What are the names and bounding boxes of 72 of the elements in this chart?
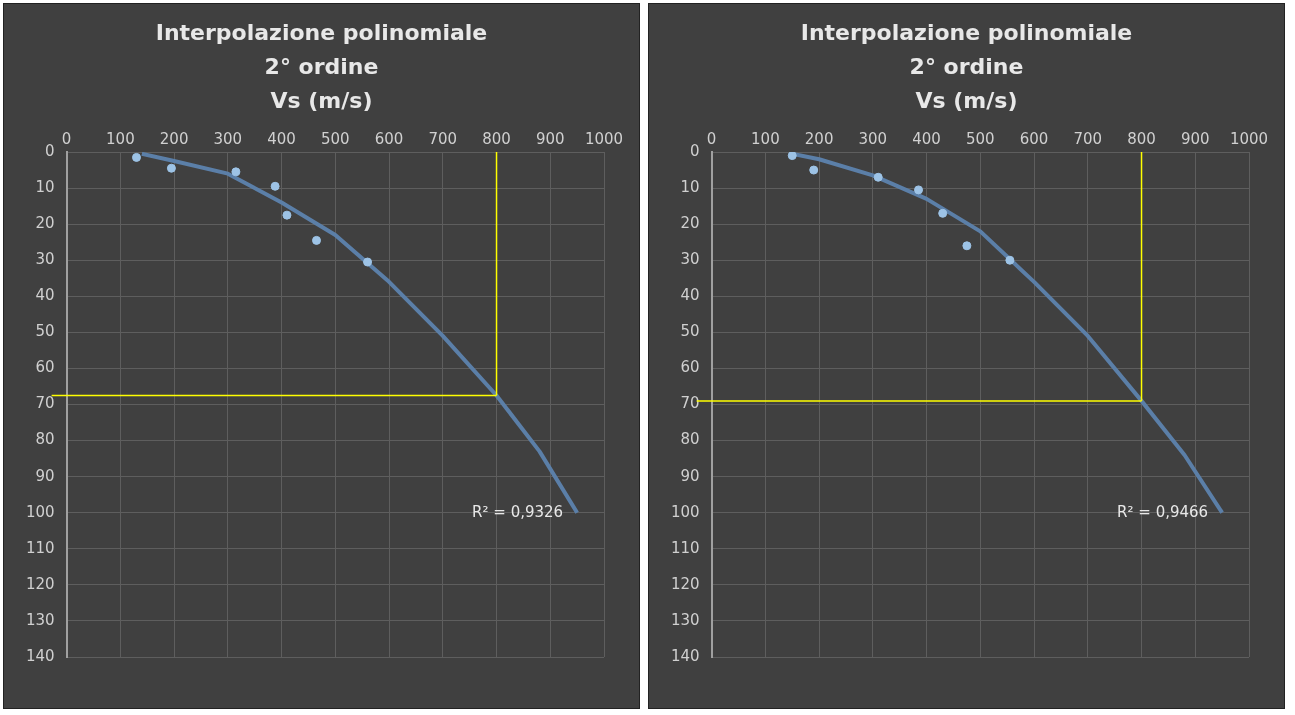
point <box>363 257 373 267</box>
y-tick-label: 80 <box>680 430 700 449</box>
y-tick-label: 100 <box>670 502 700 521</box>
point <box>166 163 176 173</box>
y-tick-label: 50 <box>680 322 700 341</box>
y-tick-label: 20 <box>35 214 55 233</box>
point <box>270 181 280 191</box>
x-tick-label: 200 <box>159 129 189 148</box>
chart-subtitle: Vs (m/s) <box>914 87 1019 115</box>
y-tick-label: 0 <box>45 141 55 160</box>
y-tick-label: 40 <box>680 286 700 305</box>
y-tick-label: 40 <box>35 286 55 305</box>
x-tick-label: 100 <box>106 129 135 148</box>
y-tick-label: 60 <box>680 358 700 377</box>
x-tick-label: 400 <box>267 129 296 148</box>
y-tick-label: 50 <box>35 322 55 341</box>
x-tick-label: 400 <box>912 129 941 148</box>
point <box>312 235 322 245</box>
y-tick-label: 60 <box>35 358 55 377</box>
x-tick-label: 800 <box>1127 129 1156 148</box>
point <box>873 172 883 182</box>
chart-title: Interpolazione polinomiale 2° ordine <box>154 19 489 81</box>
x-tick-label: 700 <box>1073 129 1103 148</box>
x-tick-label: 0 <box>706 129 717 148</box>
point <box>1005 255 1015 265</box>
y-tick-label: 110 <box>670 538 700 557</box>
point <box>938 208 948 218</box>
annotation: R² = 0,9326 <box>472 502 564 521</box>
point <box>787 152 797 161</box>
y-tick-label: 0 <box>690 141 700 160</box>
y-tick-label: 10 <box>35 177 55 196</box>
x-tick-label: 900 <box>1180 129 1210 148</box>
x-tick-label: 600 <box>1019 129 1049 148</box>
x-tick-label: 300 <box>213 129 243 148</box>
y-tick-label: 20 <box>680 214 700 233</box>
point <box>131 152 141 162</box>
x-tick-label: 900 <box>535 129 565 148</box>
point <box>282 210 292 220</box>
annotation: R² = 0,9466 <box>1117 502 1209 521</box>
y-tick-label: 130 <box>25 610 55 629</box>
chart-title: Interpolazione polinomiale 2° ordine <box>799 19 1134 81</box>
y-tick-label: 30 <box>35 250 55 269</box>
y-tick-label: 120 <box>670 574 700 593</box>
point <box>809 165 819 175</box>
y-tick-label: 100 <box>25 502 55 521</box>
chart-subtitle: Vs (m/s) <box>269 87 374 115</box>
x-tick-label: 1000 <box>1229 129 1269 148</box>
y-tick-label: 30 <box>680 250 700 269</box>
x-tick-label: 200 <box>804 129 834 148</box>
y-tick-label: 110 <box>25 538 55 557</box>
y-tick-label: 70 <box>680 394 700 413</box>
y-tick-label: 120 <box>25 574 55 593</box>
x-tick-label: 0 <box>61 129 72 148</box>
x-tick-label: 600 <box>374 129 404 148</box>
x-tick-label: 500 <box>320 129 350 148</box>
x-tick-label: 700 <box>428 129 458 148</box>
x-tick-label: 300 <box>858 129 888 148</box>
point <box>231 167 241 177</box>
x-tick-label: 100 <box>751 129 780 148</box>
x-tick-label: 800 <box>482 129 511 148</box>
point <box>914 185 924 195</box>
x-tick-label: 500 <box>965 129 995 148</box>
y-tick-label: 80 <box>35 430 55 449</box>
y-tick-label: 90 <box>35 466 55 485</box>
y-tick-label: 90 <box>680 466 700 485</box>
y-tick-label: 140 <box>670 646 700 665</box>
point <box>962 241 972 251</box>
x-tick-label: 1000 <box>584 129 624 148</box>
y-tick-label: 10 <box>680 177 700 196</box>
y-tick-label: 140 <box>25 646 55 665</box>
y-tick-label: 130 <box>670 610 700 629</box>
y-tick-label: 70 <box>35 394 55 413</box>
